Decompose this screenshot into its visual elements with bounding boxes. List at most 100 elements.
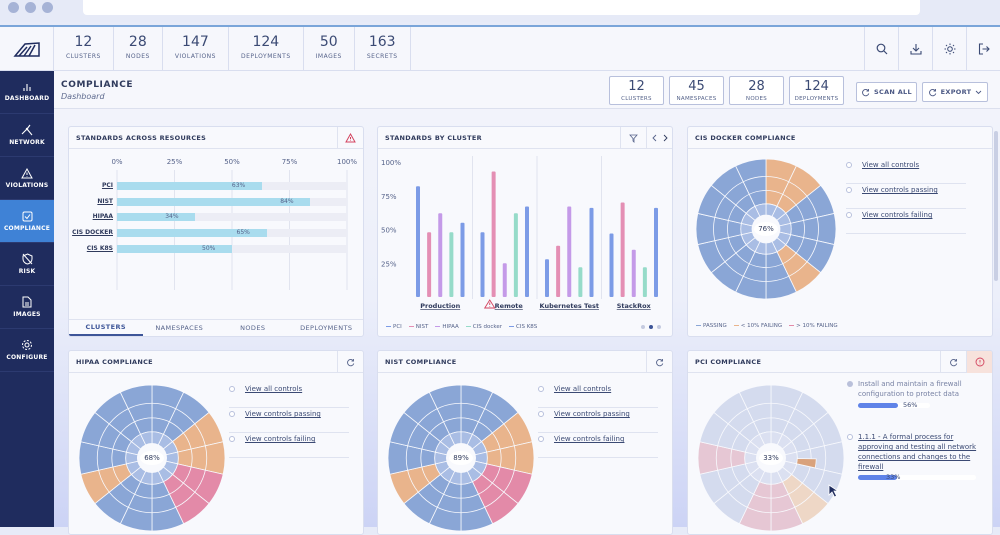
scrollbar[interactable]: [994, 131, 998, 281]
nav-violations[interactable]: VIOLATIONS: [0, 157, 54, 200]
view-all-controls-link[interactable]: View all controls: [846, 159, 966, 184]
scan-all-button[interactable]: SCAN ALL: [856, 82, 917, 102]
bar-category-label[interactable]: PCI: [101, 182, 113, 189]
summary-nodes[interactable]: 28 NODES: [114, 27, 163, 71]
cluster-bar[interactable]: [460, 222, 465, 297]
bar-track[interactable]: 34%: [117, 213, 347, 222]
nav-compliance[interactable]: COMPLIANCE: [0, 200, 54, 243]
bar-category-label[interactable]: HIPAA: [92, 213, 113, 221]
download-button[interactable]: [898, 27, 932, 71]
nav-risk[interactable]: RISK: [0, 243, 54, 286]
nav-dashboard[interactable]: DASHBOARD: [0, 71, 54, 114]
cluster-bar[interactable]: [654, 207, 658, 297]
header-count-namespaces[interactable]: 45 NAMESPACES: [669, 76, 724, 105]
header-count-deployments[interactable]: 124 DEPLOYMENTS: [789, 76, 844, 105]
cluster-bar[interactable]: [589, 207, 594, 297]
cluster-bar[interactable]: [567, 206, 572, 297]
cluster-bar[interactable]: [449, 232, 454, 297]
bar-track[interactable]: 65%: [117, 229, 347, 238]
bar[interactable]: [117, 244, 232, 253]
cluster-bar[interactable]: [416, 186, 420, 297]
view-controls-failing-link[interactable]: View controls failing: [846, 209, 966, 234]
cluster-bar[interactable]: [642, 267, 647, 297]
refresh-button[interactable]: [940, 351, 966, 373]
cluster-bar[interactable]: [609, 233, 614, 297]
sunburst-inner-segment[interactable]: [754, 203, 767, 217]
cluster-bar[interactable]: [491, 171, 496, 297]
theme-button[interactable]: [932, 27, 966, 71]
sunburst-highlight-segment[interactable]: [796, 458, 817, 469]
cluster-bar[interactable]: [427, 232, 432, 297]
view-controls-passing-link[interactable]: View controls passing: [229, 408, 349, 433]
bar-track[interactable]: 50%: [117, 244, 347, 253]
cluster-label[interactable]: Kubernetes Test: [540, 302, 599, 310]
page-dot[interactable]: [657, 325, 661, 329]
cluster-bar[interactable]: [578, 267, 583, 297]
view-controls-failing-link[interactable]: View controls failing: [538, 433, 658, 458]
view-controls-failing-link[interactable]: View controls failing: [229, 433, 349, 458]
summary-clusters[interactable]: 12 CLUSTERS: [54, 27, 114, 71]
tab-deployments[interactable]: DEPLOYMENTS: [300, 324, 353, 332]
cis-docker-sunburst[interactable]: [694, 157, 838, 301]
summary-violations[interactable]: 147 VIOLATIONS: [163, 27, 229, 71]
cluster-bar[interactable]: [631, 249, 636, 297]
refresh-button[interactable]: [337, 351, 363, 373]
cluster-label[interactable]: Remote: [495, 302, 524, 310]
nav-images[interactable]: IMAGES: [0, 286, 54, 329]
cluster-bar[interactable]: [556, 245, 561, 297]
header-count-nodes[interactable]: 28 NODES: [729, 76, 784, 105]
cluster-bar[interactable]: [480, 232, 485, 297]
summary-deployments[interactable]: 124 DEPLOYMENTS: [229, 27, 304, 71]
chevron-left-icon[interactable]: [651, 134, 657, 142]
window-dot[interactable]: [42, 2, 53, 13]
search-button[interactable]: [864, 27, 898, 71]
view-all-controls-link[interactable]: View all controls: [538, 383, 658, 408]
cluster-bar[interactable]: [513, 213, 518, 297]
bar-category-label[interactable]: NIST: [97, 197, 113, 205]
cluster-label[interactable]: StackRox: [617, 302, 652, 310]
sunburst-inner-segment[interactable]: [759, 431, 772, 446]
summary-secrets[interactable]: 163 SECRETS: [355, 27, 411, 71]
view-all-controls-link[interactable]: View all controls: [229, 383, 349, 408]
pci-sunburst[interactable]: [696, 383, 846, 533]
cluster-bar[interactable]: [620, 202, 625, 298]
bar-category-label[interactable]: CIS DOCKER: [72, 229, 113, 237]
bar-track[interactable]: 63%: [117, 182, 347, 190]
sunburst-inner-segment[interactable]: [140, 431, 153, 446]
cluster-bar[interactable]: [502, 263, 507, 297]
bar[interactable]: [117, 229, 267, 238]
cluster-bar[interactable]: [525, 206, 529, 297]
view-controls-passing-link[interactable]: View controls passing: [538, 408, 658, 433]
filter-button[interactable]: [620, 127, 646, 149]
view-controls-passing-link[interactable]: View controls passing: [846, 184, 966, 209]
header-count-clusters[interactable]: 12 CLUSTERS: [609, 76, 664, 105]
window-dot[interactable]: [25, 2, 36, 13]
cluster-bar[interactable]: [545, 259, 549, 297]
logout-button[interactable]: [966, 27, 1000, 71]
page-dot[interactable]: [649, 325, 653, 329]
cluster-bar[interactable]: [438, 213, 443, 297]
window-dot[interactable]: [8, 2, 19, 13]
info-button[interactable]: [966, 351, 992, 373]
nav-network[interactable]: NETWORK: [0, 114, 54, 157]
tab-clusters[interactable]: CLUSTERS: [69, 320, 143, 336]
cluster-label[interactable]: Production: [420, 302, 460, 310]
export-button[interactable]: EXPORT: [922, 82, 988, 102]
alert-button[interactable]: [337, 127, 363, 149]
address-bar[interactable]: [83, 0, 920, 15]
bar[interactable]: [117, 213, 196, 222]
logo[interactable]: [0, 27, 54, 71]
hipaa-sunburst[interactable]: [77, 383, 227, 533]
tab-nodes[interactable]: NODES: [240, 324, 266, 332]
refresh-button[interactable]: [646, 351, 672, 373]
nav-configure[interactable]: CONFIGURE: [0, 329, 54, 372]
summary-images[interactable]: 50 IMAGES: [304, 27, 355, 71]
bar-track[interactable]: 84%: [117, 197, 347, 206]
sunburst-inner-segment[interactable]: [449, 431, 462, 446]
nist-sunburst[interactable]: [386, 383, 536, 533]
bar-category-label[interactable]: CIS K8S: [86, 244, 113, 252]
tab-namespaces[interactable]: NAMESPACES: [155, 324, 204, 332]
page-dot[interactable]: [641, 325, 645, 329]
bar[interactable]: [117, 182, 262, 190]
bar[interactable]: [117, 197, 311, 206]
